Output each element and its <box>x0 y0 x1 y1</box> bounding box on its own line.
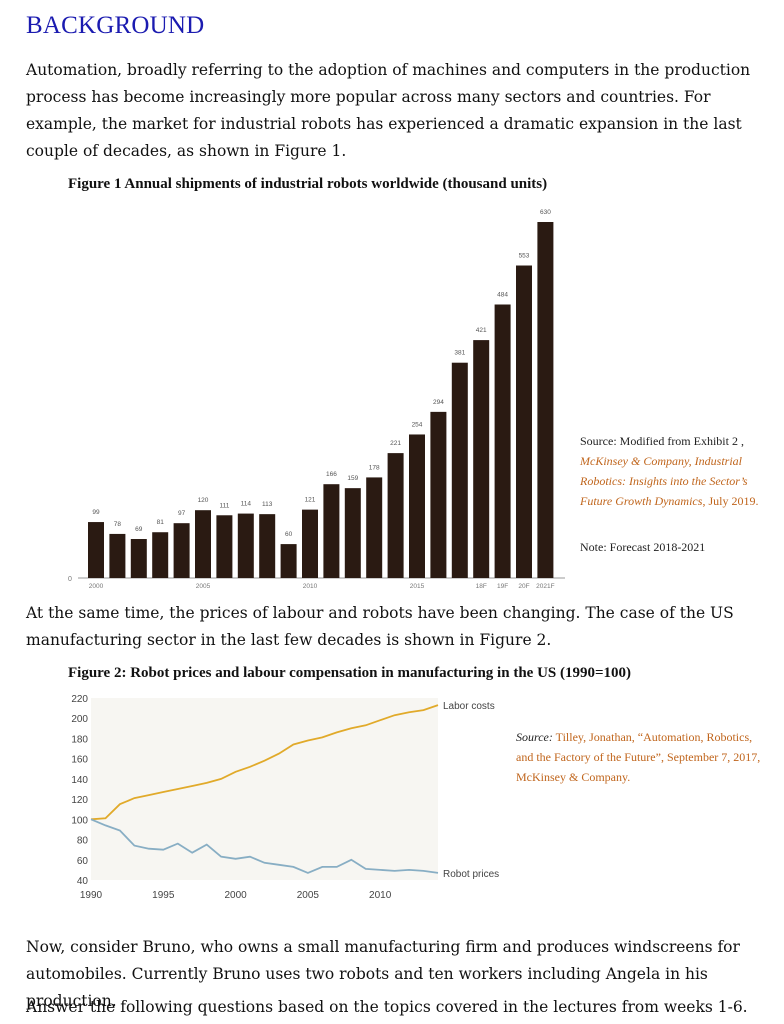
y-tick-label: 80 <box>77 836 89 847</box>
figure1-title: Figure 1 Annual shipments of industrial … <box>68 176 548 192</box>
bar-value-label: 69 <box>135 526 143 533</box>
section-heading: BACKGROUND <box>26 12 205 39</box>
figure1-source-date: , July 2019. <box>702 494 759 508</box>
x-tick-label: 20F <box>518 583 529 590</box>
bar-value-label: 421 <box>476 327 487 334</box>
bar <box>302 509 318 578</box>
instruction-paragraph: Answer the following questions based on … <box>26 998 748 1016</box>
bar-value-label: 159 <box>347 475 358 482</box>
y-tick-label: 200 <box>71 714 88 725</box>
y-tick-label: 100 <box>71 815 88 826</box>
plot-background <box>91 698 438 880</box>
x-tick-label: 2005 <box>196 583 211 590</box>
bar <box>323 484 340 578</box>
bar-value-label: 254 <box>412 421 423 428</box>
intro-paragraph: Automation, broadly referring to the ado… <box>26 61 751 160</box>
x-tick-label: 1995 <box>152 890 175 901</box>
series-line <box>90 818 439 874</box>
bar <box>409 434 425 578</box>
bar <box>387 453 404 578</box>
figure1-source-prefix: Source: Modified from Exhibit 2 , <box>580 434 744 448</box>
bar-value-label: 553 <box>519 253 530 260</box>
bar <box>430 411 447 578</box>
x-tick-label: 1990 <box>80 890 103 901</box>
bar <box>494 304 511 578</box>
bar-value-label: 381 <box>454 350 465 357</box>
x-tick-label: 2000 <box>224 890 247 901</box>
y-tick-label: 120 <box>71 795 88 806</box>
bar <box>109 533 126 578</box>
figure1-source-italic: McKinsey & Company, Industrial Robotics:… <box>580 454 748 508</box>
figure2-source: Source: Tilley, Jonathan, “Automation, R… <box>516 727 766 787</box>
x-tick-label: 18F <box>476 583 487 590</box>
bar <box>451 362 468 578</box>
bar-value-label: 121 <box>305 497 316 504</box>
bar <box>516 265 532 578</box>
figure2-source-text: Tilley, Jonathan, “Automation, Robotics,… <box>516 730 761 784</box>
series-label: Robot prices <box>443 869 499 880</box>
bar <box>473 340 490 578</box>
bar <box>280 544 297 578</box>
bar-value-label: 81 <box>157 519 165 526</box>
bar <box>195 510 211 578</box>
bar-value-label: 166 <box>326 471 337 478</box>
bar-value-label: 78 <box>114 521 122 528</box>
bar <box>130 539 147 578</box>
bar-value-label: 630 <box>540 209 551 216</box>
x-tick-label: 19F <box>497 583 508 590</box>
figure2-title: Figure 2: Robot prices and labour compen… <box>68 665 632 681</box>
y-tick-label: 160 <box>71 755 88 766</box>
bar-value-label: 111 <box>219 502 229 509</box>
y-tick-label: 40 <box>77 876 89 887</box>
bar-value-label: 60 <box>285 531 293 538</box>
bar <box>152 532 169 578</box>
series-label: Labor costs <box>443 701 495 712</box>
series-line <box>90 704 439 821</box>
figure2-source-label: Source: <box>516 730 553 744</box>
bar-value-label: 99 <box>92 509 100 516</box>
bar <box>216 515 233 578</box>
bar <box>537 222 554 578</box>
figure1-bar-chart: 0 99 78 69 81 97 120 111 114 113 60 121 166 159 178 22… <box>68 209 565 590</box>
bar-value-label: 113 <box>262 501 273 508</box>
figure1-note: Note: Forecast 2018-2021 <box>580 540 706 554</box>
second-paragraph: At the same time, the prices of labour a… <box>26 604 734 649</box>
bar-value-label: 221 <box>390 440 401 447</box>
bar <box>237 513 254 578</box>
x-tick-label: 2000 <box>89 583 104 590</box>
bar <box>259 514 276 578</box>
bar-value-label: 97 <box>178 510 186 517</box>
bar-value-label: 114 <box>241 501 252 508</box>
figure2-line-chart: 40 60 80 100 120 140 160 180 200 220 1990 1995 2000… <box>71 694 499 901</box>
y-axis-zero-label: 0 <box>68 576 72 583</box>
x-tick-label: 2015 <box>410 583 425 590</box>
bar <box>173 523 190 578</box>
bar-value-label: 294 <box>433 399 444 406</box>
bar-value-label: 120 <box>198 497 209 504</box>
bar <box>344 488 361 578</box>
bar-value-label: 484 <box>497 292 508 299</box>
bar-value-label: 178 <box>369 464 380 471</box>
bar <box>366 477 383 578</box>
y-tick-label: 140 <box>71 775 88 786</box>
x-tick-label: 2010 <box>303 583 318 590</box>
bar <box>88 522 104 578</box>
x-tick-label: 2010 <box>369 890 392 901</box>
y-tick-label: 220 <box>71 694 88 705</box>
y-tick-label: 180 <box>71 734 88 745</box>
x-tick-label: 2021F <box>536 583 554 590</box>
figure1-source: Source: Modified from Exhibit 2 , McKins… <box>580 431 760 511</box>
y-tick-label: 60 <box>77 856 89 867</box>
bruno-paragraph: Now, consider Bruno, who owns a small ma… <box>26 938 740 1010</box>
x-tick-label: 2005 <box>297 890 320 901</box>
